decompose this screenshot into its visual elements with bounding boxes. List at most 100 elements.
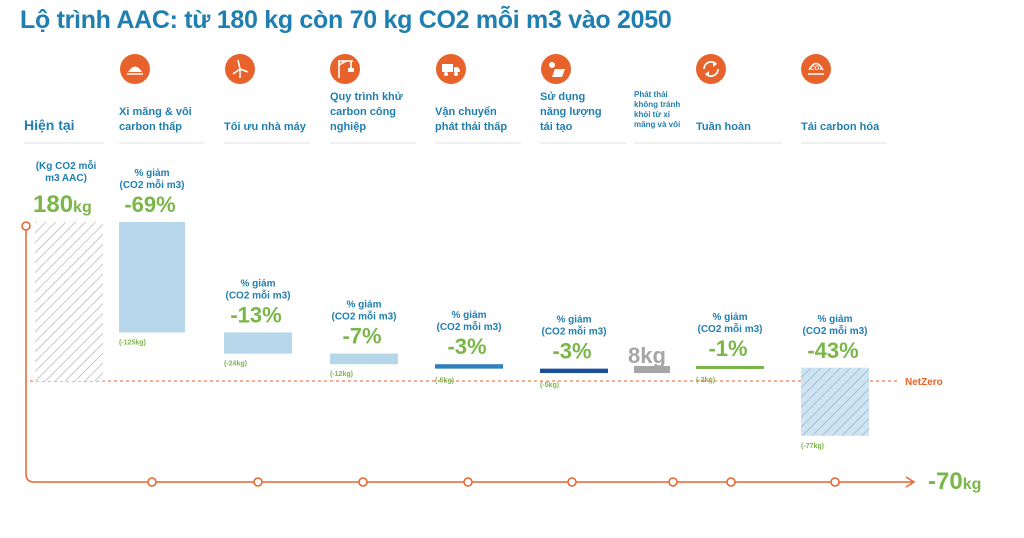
truck-wheel: [454, 72, 458, 76]
step-sub-line: % giảm: [556, 315, 591, 326]
solar-panel-icon: [541, 54, 571, 84]
timeline-marker: [726, 477, 736, 487]
step-label-line: Quy trình khử: [330, 91, 403, 103]
sun-shape: [549, 62, 555, 68]
timeline-start-marker: [21, 221, 31, 231]
netzero-label: NetZero: [905, 377, 943, 388]
truck-icon: [436, 54, 466, 84]
step-label-line: tái tạo: [540, 121, 573, 133]
step-bar: [696, 365, 764, 369]
step-sub-line: (CO2 mỗi m3): [802, 324, 867, 337]
icon-badge: [330, 54, 360, 84]
step-sub-line: % giảm: [712, 312, 747, 323]
cement-heap-shape: [128, 66, 142, 72]
step-label-line: carbon thấp: [119, 121, 182, 133]
step-label-line: nghiệp: [330, 121, 366, 133]
step-label-line: măng và vôi: [634, 120, 680, 129]
step-pct: -1%: [708, 336, 747, 361]
step-sub-line: (CO2 mỗi m3): [697, 322, 762, 335]
step-label-line: Sử dụng: [540, 91, 585, 103]
step-abs: (-24kg): [224, 361, 247, 368]
recycle-icon: [696, 54, 726, 84]
step-bar: [634, 365, 670, 374]
step-pct: -3%: [447, 334, 486, 359]
start-label: Hiện tại: [24, 117, 75, 133]
step-label-line: Tối ưu nhà máy: [224, 121, 307, 133]
step-sub-line: % giảm: [346, 300, 381, 311]
page-title: Lộ trình AAC: từ 180 kg còn 70 kg CO2 mỗ…: [20, 6, 672, 34]
step-label-line: phát thải thấp: [435, 121, 507, 133]
step-sub-line: (CO2 mỗi m3): [119, 178, 184, 191]
step-pct: -7%: [342, 324, 381, 349]
truck-wheel: [444, 72, 448, 76]
step-sub-line: % giảm: [240, 278, 275, 289]
end-unit: kg: [963, 476, 982, 493]
step-sub-line: (CO2 mỗi m3): [541, 325, 606, 338]
step-sub-line: % giảm: [817, 314, 852, 325]
step-bar: [801, 367, 869, 436]
timeline-marker: [463, 477, 473, 487]
step-label-line: Vận chuyển: [435, 106, 497, 118]
timeline-marker: [668, 477, 678, 487]
icon-badge: [801, 54, 831, 84]
step-abs: (-12kg): [330, 371, 353, 378]
step-label-line: Tuần hoàn: [696, 121, 751, 133]
step-pct: -69%: [124, 192, 175, 217]
crane-load: [348, 68, 354, 72]
step-label-line: năng lượng: [540, 106, 602, 118]
step-pct: -43%: [807, 338, 858, 363]
start-unit-line: (Kg CO2 mỗi: [36, 159, 97, 172]
timeline-marker: [253, 477, 263, 487]
step-label-line: Xi măng & vôi: [119, 106, 192, 118]
truck-cab: [454, 67, 460, 72]
step-bar: [224, 332, 292, 354]
wind-turbine-icon: [225, 54, 255, 84]
step-sub-line: (CO2 mỗi m3): [225, 288, 290, 301]
step-bar: [540, 368, 608, 374]
icon-badge: [696, 54, 726, 84]
truck-cargo: [442, 64, 453, 72]
step-sub-line: % giảm: [451, 310, 486, 321]
co2-symbol: CO₂: [810, 66, 822, 72]
co2-capture-icon: CO₂: [801, 54, 831, 84]
step-pct: -13%: [230, 302, 281, 327]
start-bar: [35, 222, 103, 381]
step-bar: [330, 353, 398, 365]
step-value: 8kg: [628, 343, 666, 368]
cement-icon: [120, 54, 150, 84]
step-abs: (-125kg): [119, 339, 146, 346]
start-value: 180kg: [33, 191, 92, 218]
timeline-marker: [358, 477, 368, 487]
step-sub-line: (CO2 mỗi m3): [331, 310, 396, 323]
step-bar: [435, 364, 503, 369]
step-sub-line: (CO2 mỗi m3): [436, 320, 501, 333]
timeline-marker: [567, 477, 577, 487]
step-label-line: Tái carbon hóa: [801, 121, 880, 133]
start-unit-line: m3 AAC): [45, 173, 87, 184]
timeline-marker: [830, 477, 840, 487]
step-bar: [119, 222, 185, 333]
step-pct: -3%: [552, 339, 591, 364]
recycle-arrowhead: [713, 61, 717, 67]
step-abs: (-5kg): [540, 382, 559, 389]
recycle-arrowhead: [705, 71, 709, 77]
step-abs: (-5kg): [435, 378, 454, 385]
end-value: -70kg: [928, 468, 981, 495]
solar-panel-shape: [552, 69, 565, 77]
step-abs: (-2kg): [696, 377, 715, 384]
step-label-line: không tránh: [634, 100, 680, 109]
step-label-line: khỏi từ xi: [634, 110, 670, 119]
step-sub-line: % giảm: [134, 168, 169, 179]
turbine-blades: [232, 59, 249, 75]
step-label-line: carbon công: [330, 106, 396, 118]
timeline-marker: [147, 477, 157, 487]
step-abs: (-77kg): [801, 443, 824, 450]
step-label-line: Phát thải: [634, 90, 668, 99]
crane-frame: [338, 60, 353, 78]
start-unit: kg: [73, 199, 92, 216]
timeline-curve: [25, 473, 35, 483]
timeline-arrow: [905, 476, 916, 488]
capture-dome: [808, 62, 824, 71]
crane-icon: [330, 54, 360, 84]
